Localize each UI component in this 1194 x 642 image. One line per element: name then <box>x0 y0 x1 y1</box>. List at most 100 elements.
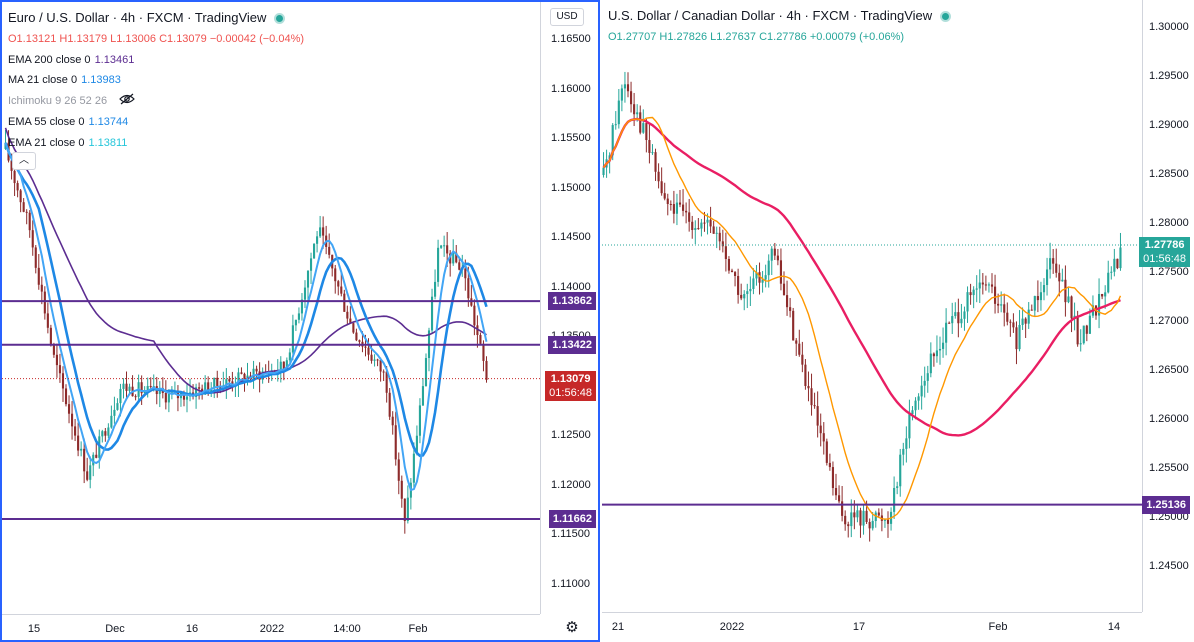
market-status-icon <box>940 10 952 22</box>
usdcad-time-axis[interactable]: 21 2022 17 Feb 14 <box>602 612 1142 642</box>
candle-body <box>400 480 403 499</box>
candle-body <box>243 373 246 383</box>
indicator-ema55-value: 1.13744 <box>88 115 129 128</box>
indicator-ma21-value: 1.13983 <box>81 74 121 87</box>
level-price-badge[interactable]: 1.13862 <box>548 292 596 311</box>
candle-body <box>98 436 101 458</box>
time-tick-label: Feb <box>408 623 428 635</box>
candle-body <box>346 311 349 319</box>
candle-body <box>718 232 721 242</box>
indicator-ema200-label[interactable]: EMA 200 close 0 <box>8 53 91 66</box>
indicator-ma21-label[interactable]: MA 21 close 0 <box>8 74 78 87</box>
candle-body <box>216 377 219 386</box>
candle-body <box>95 454 98 458</box>
candle-body <box>385 371 388 393</box>
chart-settings-gear-icon[interactable]: ⚙ <box>565 619 579 636</box>
indicator-ema55-label[interactable]: EMA 55 close 0 <box>8 115 85 128</box>
candle-body <box>13 170 16 184</box>
candle-body <box>776 255 779 261</box>
usdcad-price-axis[interactable]: 1.30000 1.29500 1.29000 1.28500 1.28000 1.275… <box>1139 0 1194 612</box>
currency-select[interactable]: USD <box>550 8 584 26</box>
candle-body <box>798 343 801 355</box>
candle-body <box>782 283 786 296</box>
candle-body <box>1064 279 1067 303</box>
ema55-line <box>602 116 1122 520</box>
level-price-badge[interactable]: 1.25136 <box>1142 495 1190 514</box>
candle-body <box>960 318 963 324</box>
candle-body <box>825 441 828 463</box>
usdcad-symbol-title[interactable]: U.S. Dollar / Canadian Dollar · 4h · FXC… <box>608 8 933 23</box>
price-tick-label: 1.11500 <box>551 528 590 540</box>
candle-body <box>89 465 92 480</box>
eye-hidden-icon[interactable] <box>119 91 135 112</box>
candle-body <box>86 471 89 480</box>
candle-body <box>1082 325 1085 344</box>
candle-body <box>16 183 19 191</box>
candle-body <box>633 104 636 115</box>
eurusd-time-axis[interactable]: 15 Dec 16 2022 14:00 Feb <box>2 614 540 640</box>
usdcad-chart-pane[interactable]: U.S. Dollar / Canadian Dollar · 4h · FXC… <box>602 0 1194 642</box>
candle-body <box>752 278 755 289</box>
last-price-badge[interactable]: 1.27786 01:56:48 <box>1139 236 1190 267</box>
ema21-line <box>4 142 488 492</box>
price-tick-label: 1.14000 <box>551 280 591 293</box>
candle-body <box>669 203 672 205</box>
eurusd-price-axis[interactable]: USD 1.16500 1.16000 1.15500 1.15000 1.14500 1… <box>540 2 598 614</box>
time-tick-label: 14 <box>1107 621 1121 633</box>
candle-body <box>902 448 905 455</box>
candle-body <box>231 381 234 386</box>
price-tick-label: 1.27500 <box>1149 266 1189 278</box>
candle-body <box>975 288 978 290</box>
candle-body <box>110 415 113 428</box>
price-tick-label: 1.15500 <box>551 132 591 144</box>
eurusd-plot-area[interactable] <box>2 2 542 614</box>
candle-body <box>620 88 623 101</box>
candle-body <box>467 278 470 299</box>
candle-body <box>822 433 825 442</box>
candle-body <box>195 387 198 397</box>
level-price-badge[interactable]: 1.13422 <box>548 335 596 354</box>
candle-body <box>313 243 316 259</box>
price-tick-label: 1.24500 <box>1149 560 1189 572</box>
candle-body <box>83 448 86 472</box>
candle-body <box>920 385 923 397</box>
candle-body <box>1085 325 1088 334</box>
candle-body <box>642 123 645 133</box>
candle-body <box>367 347 370 355</box>
candle-body <box>899 454 902 487</box>
time-tick-label: 16 <box>185 623 199 635</box>
price-tick-label: 1.28000 <box>1149 217 1189 229</box>
candle-body <box>228 379 231 382</box>
indicator-ema21-label[interactable]: EMA 21 close 0 <box>8 136 85 149</box>
eurusd-symbol-title[interactable]: Euro / U.S. Dollar · 4h · FXCM · Trading… <box>8 10 267 25</box>
indicator-ema21-value: 1.13811 <box>88 136 128 149</box>
candle-body <box>828 462 831 468</box>
candle-body <box>391 416 394 426</box>
collapse-legend-button[interactable]: ︿ <box>12 152 36 170</box>
candle-body <box>746 291 749 295</box>
candle-body <box>1042 285 1046 293</box>
candle-body <box>19 190 22 203</box>
usdcad-plot-area[interactable] <box>602 0 1142 612</box>
candle-body <box>657 171 660 182</box>
candle-body <box>316 236 319 244</box>
level-price-badge[interactable]: 1.11662 <box>548 509 596 528</box>
candle-body <box>37 267 40 285</box>
candle-body <box>847 524 850 527</box>
candle-body <box>418 405 421 436</box>
candle-body <box>859 510 862 526</box>
price-tick-label: 1.16000 <box>551 82 591 95</box>
candle-body <box>810 388 813 406</box>
indicator-ichimoku-label[interactable]: Ichimoku 9 26 52 26 <box>8 95 108 108</box>
candle-body <box>844 515 847 525</box>
candle-body <box>654 152 657 172</box>
eurusd-chart-pane[interactable]: Euro / U.S. Dollar · 4h · FXCM · Trading… <box>0 0 600 642</box>
candle-body <box>865 510 868 522</box>
candle-body <box>437 247 440 282</box>
last-price-badge[interactable]: 1.13079 01:56:48 <box>545 370 596 401</box>
candle-body <box>712 226 715 234</box>
candle-body <box>764 275 767 280</box>
time-tick-label: 14:00 <box>333 623 361 635</box>
usdcad-ohlc-values: O1.27707 H1.27826 L1.27637 C1.27786 +0.0… <box>608 30 905 43</box>
last-price-value: 1.27786 <box>1144 238 1185 251</box>
